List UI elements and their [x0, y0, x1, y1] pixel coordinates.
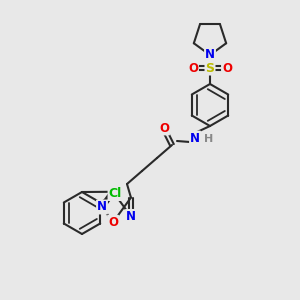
Text: O: O: [188, 61, 198, 74]
Text: N: N: [126, 210, 136, 223]
Text: S: S: [206, 61, 214, 74]
Text: O: O: [222, 61, 232, 74]
Text: N: N: [205, 49, 215, 62]
Text: N: N: [97, 200, 107, 214]
Text: O: O: [108, 216, 118, 229]
Text: O: O: [159, 122, 169, 134]
Text: N: N: [190, 131, 200, 145]
Text: H: H: [204, 134, 213, 144]
Text: Cl: Cl: [109, 187, 122, 200]
